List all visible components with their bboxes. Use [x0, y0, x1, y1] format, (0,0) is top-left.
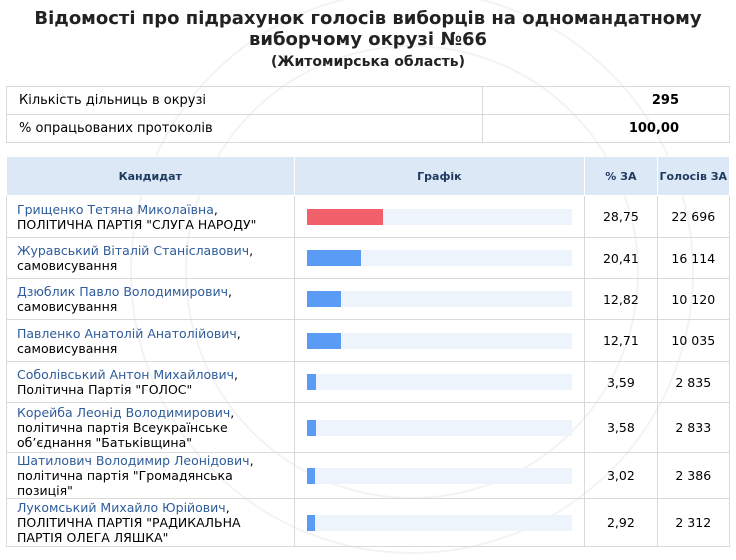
chart-cell — [294, 402, 586, 453]
chart-cell — [294, 237, 586, 279]
table-row: Корейба Леонід Володимирович, політична п… — [6, 402, 731, 453]
candidate-party: самовисування — [17, 299, 118, 314]
summary-row: Кількість дільниць в окрузі 295 — [5, 86, 730, 115]
bar-track — [306, 419, 572, 436]
candidate-name-link[interactable]: Павленко Анатолій Анатолійович — [17, 325, 237, 341]
vote-bar — [306, 419, 317, 436]
chart-cell — [294, 195, 586, 238]
bar-track — [306, 208, 572, 225]
votes-cell: 22 696 — [657, 195, 731, 238]
table-row: Грищенко Тетяна Миколаївна, ПОЛІТИЧНА ПАР… — [6, 195, 731, 238]
candidate-name-link[interactable]: Грищенко Тетяна Миколаївна — [17, 201, 214, 217]
candidate-name-link[interactable]: Соболівський Антон Михайлович — [17, 367, 234, 382]
candidate-party: політична партія Всеукраїнське об’єднанн… — [17, 420, 228, 450]
candidate-column-header[interactable]: Кандидат — [6, 156, 295, 196]
page-title: Відомості про підрахунок голосів виборці… — [34, 8, 702, 50]
votes-cell: 10 035 — [657, 319, 731, 362]
bar-track — [306, 250, 572, 266]
pct-cell: 3,58 — [584, 402, 658, 453]
summary-value: 295 — [482, 86, 730, 115]
candidate-cell: Журавський Віталій Станіславович, самовис… — [6, 237, 295, 279]
summary-row: % опрацьованих протоколів 100,00 — [5, 114, 730, 143]
votes-cell: 10 120 — [657, 278, 731, 320]
vote-bar — [306, 514, 315, 531]
table-row: Лукомський Михайло Юрійович, ПОЛІТИЧНА ПА… — [6, 498, 731, 547]
chart-cell — [294, 278, 586, 320]
region-subtitle: (Житомирська область) — [270, 54, 466, 70]
summary-value: 100,00 — [482, 114, 730, 143]
bar-track — [306, 291, 572, 307]
chart-cell — [294, 498, 586, 547]
vote-bar — [306, 332, 341, 349]
pct-column-header[interactable]: % ЗА — [584, 156, 658, 196]
vote-bar — [306, 374, 317, 390]
candidate-name-link[interactable]: Лукомський Михайло Юрійович — [17, 500, 226, 515]
vote-bar — [306, 208, 384, 225]
vote-bar — [306, 291, 341, 307]
candidate-name-link[interactable]: Корейба Леонід Володимирович — [17, 405, 231, 420]
candidate-name-link[interactable]: Дзюблик Павло Володимирович — [17, 284, 228, 299]
candidate-name-link[interactable]: Шатилович Володимир Леонідович — [17, 453, 250, 468]
votes-cell: 2 833 — [657, 402, 731, 453]
chart-cell — [294, 319, 586, 362]
candidate-party: ПОЛІТИЧНА ПАРТІЯ "РАДИКАЛЬНА ПАРТІЯ ОЛЕГ… — [17, 515, 241, 545]
candidate-party: самовисування — [17, 340, 118, 356]
votes-cell: 16 114 — [657, 237, 731, 279]
candidate-cell: Грищенко Тетяна Миколаївна, ПОЛІТИЧНА ПАР… — [6, 195, 295, 238]
pct-cell: 28,75 — [584, 195, 658, 238]
candidate-party: Політична Партія "ГОЛОС" — [17, 382, 193, 397]
chart-column-header: Графік — [293, 156, 586, 196]
candidate-cell: Корейба Леонід Володимирович, політична п… — [6, 402, 295, 453]
pct-cell: 3,02 — [584, 452, 658, 499]
candidate-cell: Павленко Анатолій Анатолійович, самовисув… — [6, 319, 295, 362]
vote-bar — [306, 250, 361, 266]
vote-bar — [306, 467, 315, 484]
bar-track — [306, 374, 572, 390]
summary-label: Кількість дільниць в окрузі — [5, 86, 484, 115]
candidate-cell: Шатилович Володимир Леонідович, політична… — [6, 452, 295, 499]
pct-cell: 3,59 — [584, 361, 658, 403]
bar-track — [306, 467, 572, 484]
pct-cell: 20,41 — [584, 237, 658, 279]
candidate-cell: Лукомський Михайло Юрійович, ПОЛІТИЧНА ПА… — [6, 498, 295, 547]
table-row: Соболівський Антон Михайлович, Політична … — [6, 361, 731, 403]
candidate-party: ПОЛІТИЧНА ПАРТІЯ "СЛУГА НАРОДУ" — [17, 216, 257, 232]
chart-cell — [294, 361, 586, 403]
votes-cell: 2 386 — [657, 452, 731, 499]
candidate-party: політична партія "Громадянська позиція" — [17, 468, 233, 498]
summary-table: Кількість дільниць в окрузі 295 % опраць… — [5, 86, 730, 143]
candidate-cell: Соболівський Антон Михайлович, Політична … — [6, 361, 295, 403]
bar-track — [306, 514, 572, 531]
results-header-row: Кандидат Графік % ЗА Голосів ЗА — [6, 156, 731, 196]
candidate-name-link[interactable]: Журавський Віталій Станіславович — [17, 243, 250, 258]
pct-cell: 12,82 — [584, 278, 658, 320]
candidate-cell: Дзюблик Павло Володимирович, самовисуванн… — [6, 278, 295, 320]
pct-cell: 12,71 — [584, 319, 658, 362]
table-row: Шатилович Володимир Леонідович, політична… — [6, 452, 731, 499]
bar-track — [306, 332, 572, 349]
table-row: Журавський Віталій Станіславович, самовис… — [6, 237, 731, 279]
table-row: Дзюблик Павло Володимирович, самовисуванн… — [6, 278, 731, 320]
results-table: Кандидат Графік % ЗА Голосів ЗА Грищенко… — [6, 156, 731, 547]
votes-column-header[interactable]: Голосів ЗА — [656, 156, 731, 196]
pct-cell: 2,92 — [584, 498, 658, 547]
chart-cell — [294, 452, 586, 499]
summary-label: % опрацьованих протоколів — [5, 114, 484, 143]
candidate-party: самовисування — [17, 258, 118, 273]
table-row: Павленко Анатолій Анатолійович, самовисув… — [6, 319, 731, 362]
votes-cell: 2 835 — [657, 361, 731, 403]
votes-cell: 2 312 — [657, 498, 731, 547]
